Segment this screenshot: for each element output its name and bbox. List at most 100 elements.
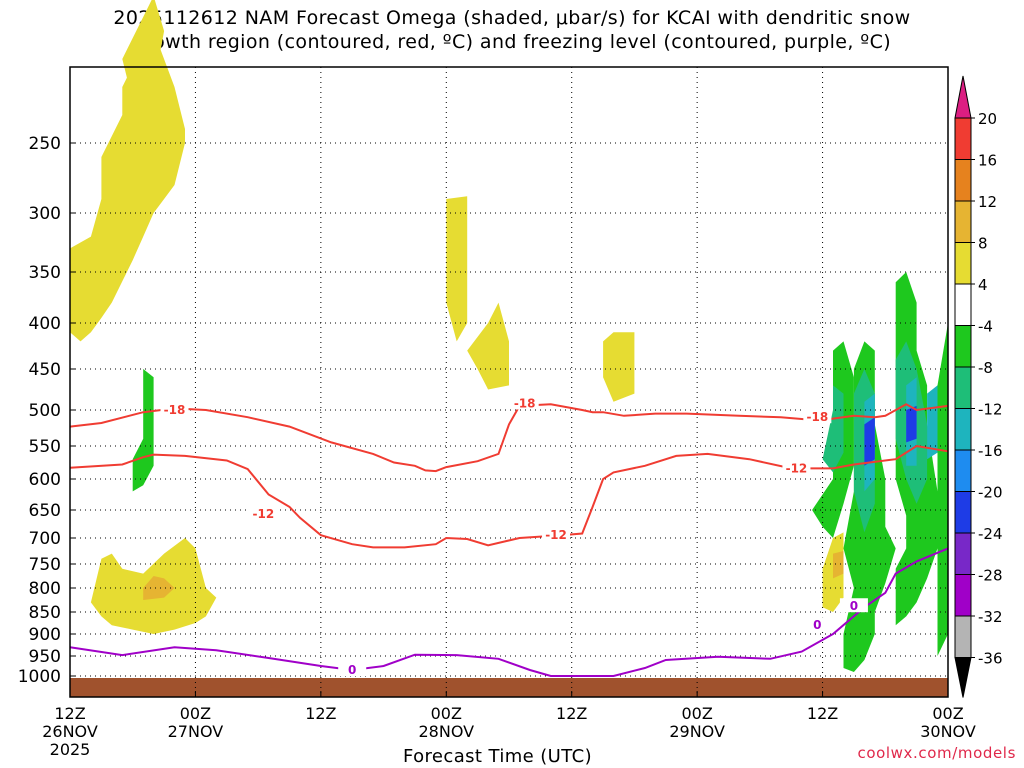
contour-label-freezing-bg — [338, 662, 367, 676]
colorbar-label: 8 — [978, 235, 988, 253]
contour-label-freezing-bg — [839, 598, 868, 613]
colorbar: 20 16 12 8 4 -4 -8 -12 -16 -20 -24 -28 -32 -36 — [954, 75, 1003, 698]
omega-region — [927, 385, 938, 460]
plot-area — [70, 0, 948, 697]
y-tick-label: 650 — [29, 501, 61, 521]
y-tick-label: 250 — [29, 134, 61, 154]
omega-region — [864, 417, 875, 466]
omega-region — [833, 551, 844, 579]
y-tick-label: 750 — [29, 555, 61, 575]
colorbar-bin — [954, 242, 972, 285]
x-axis-label: Forecast Time (UTC) — [403, 746, 592, 767]
x-tick-label: 27NOV — [168, 722, 224, 741]
contour-label-freezing-bg — [803, 617, 832, 632]
colorbar-label: -36 — [978, 650, 1003, 668]
contour-label-dgz: -12 — [253, 507, 275, 521]
chart-title-line-1: 2025112612 NAM Forecast Omega (shaded, μ… — [113, 7, 911, 29]
colorbar-bin — [954, 366, 972, 409]
contour-lines: -18 -12 -18 -12 -18 -12 0 0 0 — [69, 395, 949, 677]
omega-region — [937, 323, 948, 656]
colorbar-bin — [954, 283, 972, 326]
x-tick-label: 28NOV — [418, 722, 474, 741]
x-tick-label: 00Z — [431, 704, 462, 723]
colorbar-bin — [954, 159, 972, 202]
colorbar-label: 4 — [978, 276, 988, 294]
contour-label-dgz-bg — [160, 402, 189, 416]
y-tick-label: 400 — [29, 314, 61, 334]
colorbar-bin — [954, 117, 972, 160]
contour-label-dgz: -18 — [514, 396, 536, 410]
y-tick-label: 350 — [29, 263, 61, 283]
colorbar-top-arrow — [954, 75, 972, 119]
contour-label-dgz-bg — [803, 409, 832, 424]
y-tick-label: 500 — [29, 401, 61, 421]
contour-label-dgz: -12 — [786, 461, 808, 475]
chart-title-line-2: growth region (contoured, red, ºC) and f… — [132, 31, 892, 53]
x-tick-label: 29NOV — [669, 722, 725, 741]
colorbar-label: 12 — [978, 193, 997, 211]
contour-label-dgz: -18 — [164, 403, 186, 417]
y-tick-label: 850 — [29, 603, 61, 623]
y-tick-label: 950 — [29, 647, 61, 667]
x-tick-label: 30NOV — [920, 722, 976, 741]
x-tick-label: 12Z — [807, 704, 838, 723]
omega-region — [603, 332, 635, 402]
site-credit: coolwx.com/models — [857, 744, 1016, 762]
colorbar-bin — [954, 325, 972, 368]
x-tick-label: 2025 — [50, 740, 91, 759]
omega-region — [132, 369, 154, 492]
colorbar-bottom-arrow — [954, 657, 972, 698]
contour-label-dgz-bg — [510, 395, 539, 410]
colorbar-label: 16 — [978, 152, 997, 170]
contour-label-dgz-bg — [782, 460, 811, 475]
colorbar-bin — [954, 449, 972, 492]
contour-label-dgz: -18 — [807, 410, 829, 424]
colorbar-label: 20 — [978, 110, 997, 128]
colorbar-label: -32 — [978, 608, 1003, 626]
colorbar-label: -4 — [978, 318, 993, 336]
colorbar-label: -8 — [978, 359, 993, 377]
omega-region — [822, 385, 844, 473]
contour-label-freezing: 0 — [813, 618, 821, 632]
omega-region — [143, 576, 175, 600]
plot-frame — [69, 66, 949, 698]
colorbar-label: -24 — [978, 525, 1003, 543]
terrain-strip — [70, 678, 948, 697]
x-tick-label: 12Z — [54, 704, 85, 723]
colorbar-label: -28 — [978, 567, 1003, 585]
omega-region — [446, 196, 468, 342]
x-tick-label: 26NOV — [42, 722, 98, 741]
colorbar-label: -12 — [978, 401, 1003, 419]
x-tick-label: 12Z — [305, 704, 336, 723]
y-tick-label: 800 — [29, 579, 61, 599]
contour-label-freezing: 0 — [348, 663, 356, 677]
y-tick-label: 1000 — [18, 667, 61, 687]
contour-label-dgz-bg — [249, 505, 278, 520]
contour-label-dgz-bg — [542, 527, 571, 542]
contour-label-freezing: 0 — [850, 599, 858, 613]
y-tick-label: 700 — [29, 529, 61, 549]
dgz-minus12-contour — [69, 444, 949, 549]
x-tick-label: 00Z — [180, 704, 211, 723]
colorbar-bin — [954, 200, 972, 243]
contour-label-dgz: -12 — [545, 528, 567, 542]
axes: 250 300 350 400 450 500 550 600 650 700 750 800 850 9… — [18, 66, 976, 759]
omega-region — [467, 302, 509, 390]
x-tick-label: 00Z — [932, 704, 963, 723]
x-tick-label: 00Z — [681, 704, 712, 723]
y-tick-label: 600 — [29, 470, 61, 490]
colorbar-bin — [954, 491, 972, 534]
colorbar-label: -16 — [978, 442, 1003, 460]
omega-region — [122, 0, 165, 115]
omega-region — [906, 405, 917, 443]
colorbar-bin — [954, 532, 972, 575]
x-tick-label: 12Z — [556, 704, 587, 723]
y-tick-label: 550 — [29, 437, 61, 457]
colorbar-bin — [954, 574, 972, 617]
colorbar-bin — [954, 615, 972, 658]
y-tick-label: 300 — [29, 204, 61, 224]
y-tick-label: 450 — [29, 360, 61, 380]
omega-region — [70, 31, 185, 342]
colorbar-label: -20 — [978, 484, 1003, 502]
